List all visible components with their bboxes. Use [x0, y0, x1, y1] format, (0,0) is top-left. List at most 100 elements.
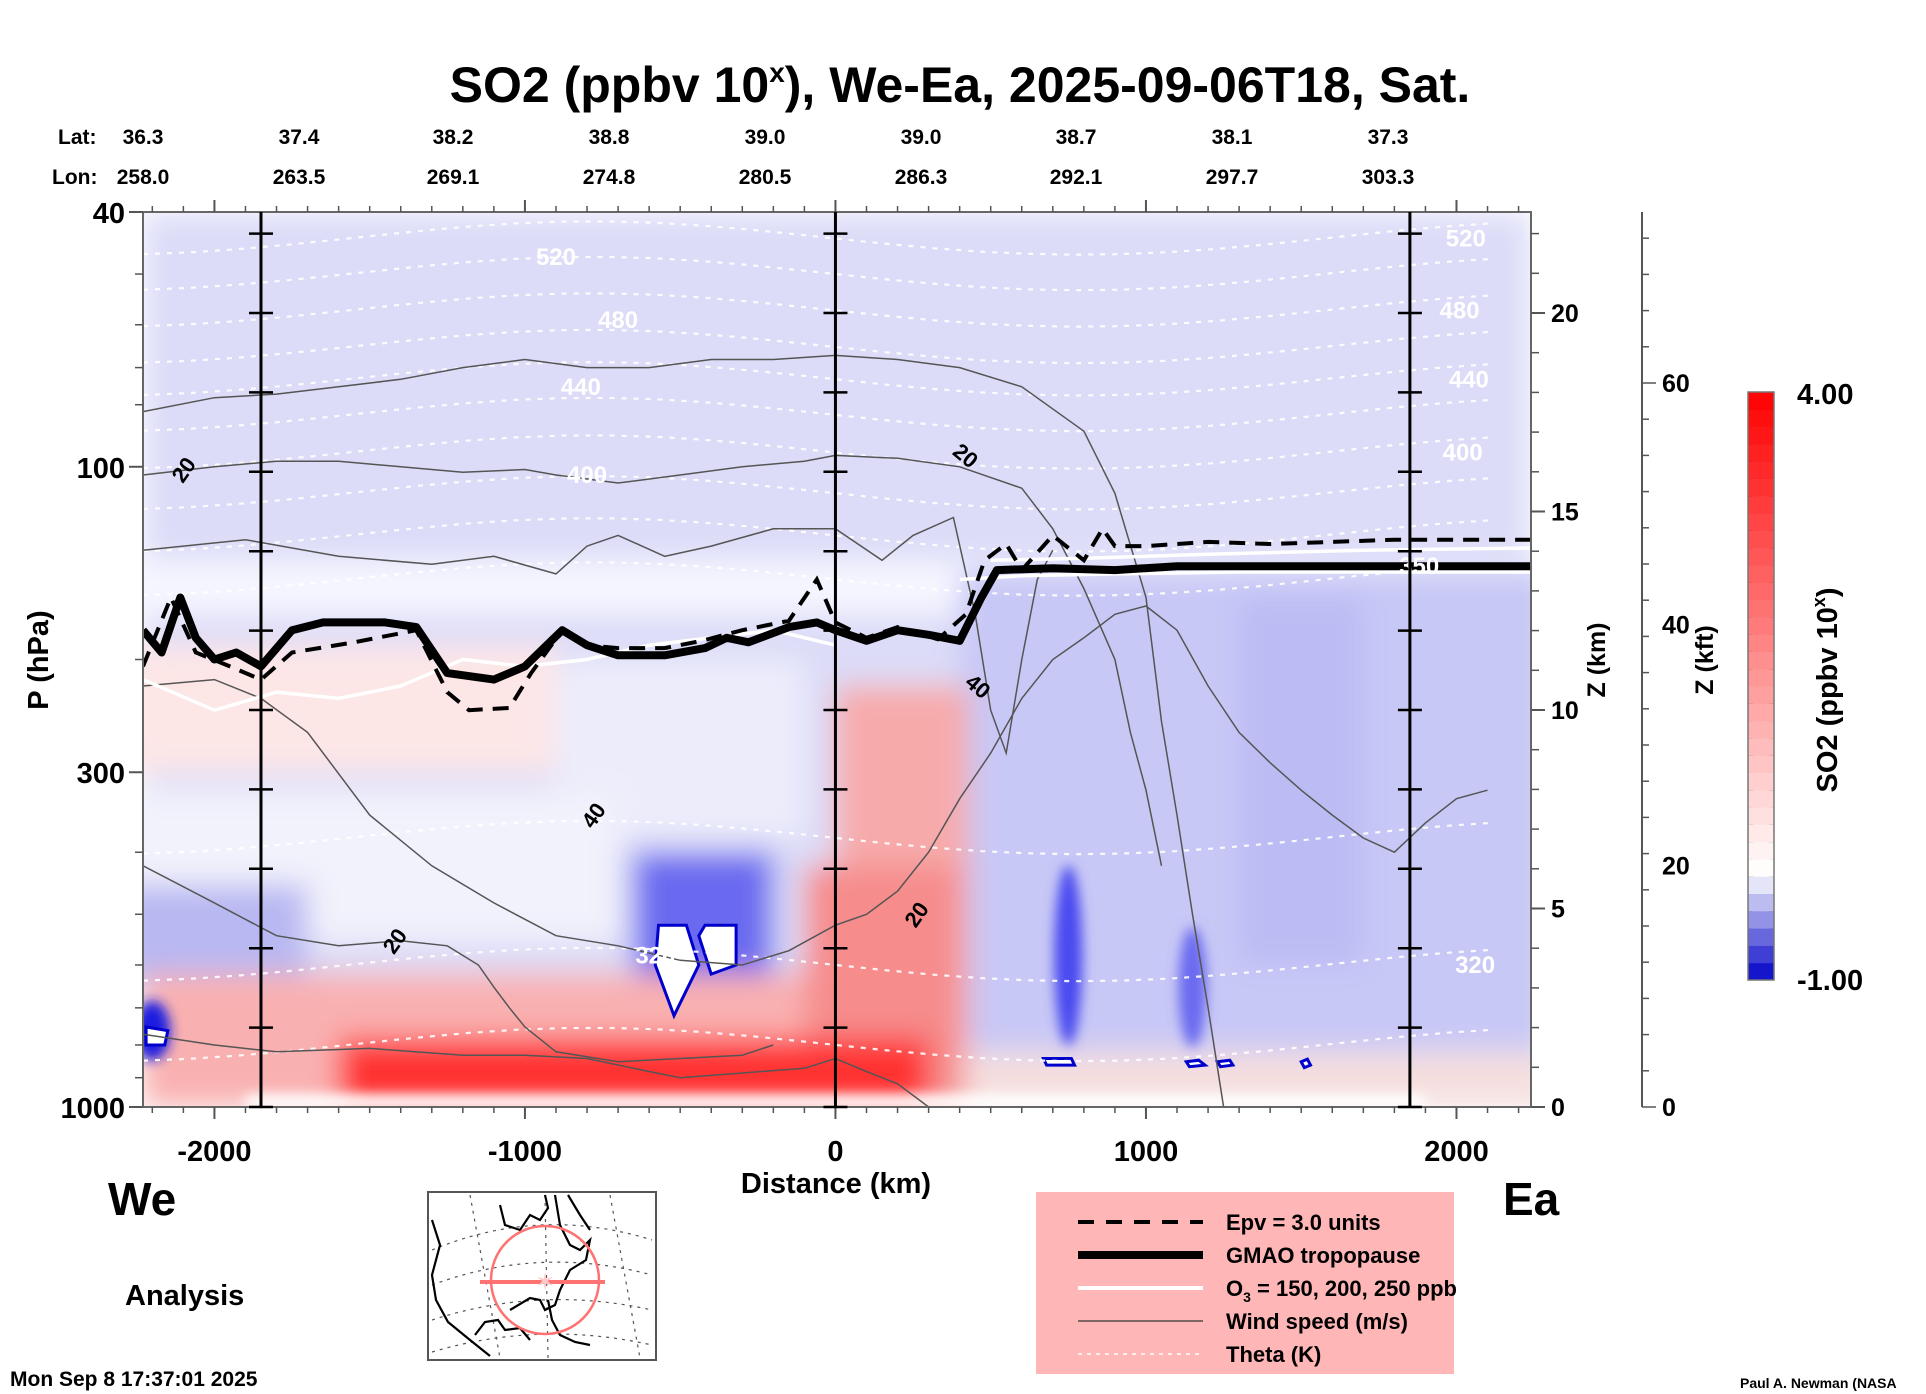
below-range-patch [1183, 1058, 1209, 1069]
colorbar-swatch [1748, 668, 1774, 687]
legend-label: O3 = 150, 200, 250 ppb [1226, 1276, 1457, 1305]
theta-contour [143, 434, 1494, 470]
y-tick-label: 1000 [60, 1093, 125, 1125]
timestamp: Mon Sep 8 17:37:01 2025 [10, 1368, 258, 1391]
theta-contour [143, 220, 1494, 256]
ozone-contour [959, 570, 1531, 582]
legend-box [1036, 1192, 1454, 1374]
chart-title: SO2 (ppbv 10x), We-Ea, 2025-09-06T18, Sa… [450, 57, 1471, 113]
wind-speed-contour [143, 454, 1163, 866]
theta-label: 520 [1446, 226, 1486, 253]
lat-value: 37.3 [1368, 126, 1409, 149]
y-axis-label: P (hPa) [23, 610, 55, 709]
lat-value: 37.4 [279, 126, 320, 149]
wind-speed-contour [143, 516, 1054, 757]
inset-map: ✶ [427, 1191, 657, 1361]
below-range-patch [1214, 1058, 1236, 1069]
lon-value: 274.8 [583, 166, 636, 189]
lon-value: 258.0 [117, 166, 170, 189]
colorbar-swatch [1748, 686, 1774, 704]
lat-value: 38.1 [1212, 126, 1253, 149]
x-tick-label: -1000 [488, 1136, 562, 1168]
below-range-patch [653, 923, 701, 1020]
lon-label: Lon: [52, 166, 97, 189]
colorbar-swatch [1748, 513, 1774, 531]
wind-speed-contour [143, 605, 1488, 966]
z-km-tick-label: 15 [1551, 499, 1579, 527]
theta-label: 480 [598, 307, 638, 334]
colorbar-label: SO2 (ppbv 10x) [1809, 587, 1844, 792]
z-kft-tick-label: 0 [1662, 1094, 1676, 1122]
lat-value: 39.0 [745, 126, 786, 149]
colorbar-swatch [1748, 789, 1774, 808]
theta-contour [143, 517, 1494, 553]
theta-contour [143, 361, 1494, 397]
x-tick-label: 0 [827, 1136, 843, 1168]
y-tick-label: 100 [77, 453, 125, 485]
legend-label: Wind speed (m/s) [1226, 1309, 1408, 1334]
legend: Epv = 3.0 units GMAO tropopause O3 = 150, … [1036, 1192, 1457, 1374]
theta-label: 520 [536, 244, 576, 271]
lat-value: 38.2 [433, 126, 474, 149]
z-km-tick-label: 10 [1551, 697, 1579, 725]
colorbar-min-label: -1.00 [1797, 965, 1863, 997]
credit: Paul A. Newman (NASA [1740, 1375, 1897, 1391]
wind-speed-contour [143, 1033, 930, 1107]
lat-value: 36.3 [123, 126, 164, 149]
theta-contour [143, 946, 1494, 983]
z-km-tick-label: 5 [1551, 896, 1565, 924]
so2-min-plume [1178, 927, 1207, 1048]
theta-contour [143, 292, 1494, 328]
theta-label: 350 [1399, 553, 1439, 580]
lon-value: 297.7 [1206, 166, 1259, 189]
colorbar-swatch [1748, 409, 1774, 428]
colorbar-swatch [1748, 547, 1774, 566]
below-range-patch [1299, 1057, 1313, 1070]
epv-contour [143, 525, 1531, 713]
colorbar-swatch [1748, 703, 1774, 722]
colorbar-swatch [1748, 530, 1774, 549]
lat-value: 38.8 [589, 126, 630, 149]
theta-label: 320 [635, 943, 675, 970]
colorbar-swatch [1748, 564, 1774, 583]
theta-contour [143, 396, 1494, 433]
lat-value: 38.7 [1056, 126, 1097, 149]
colorbar-swatch [1748, 841, 1774, 860]
colorbar-swatch [1748, 634, 1774, 652]
colorbar-swatch [1748, 807, 1774, 825]
theta-contour [143, 328, 1494, 365]
y-tick-label: 300 [77, 758, 125, 790]
legend-label: Epv = 3.0 units [1226, 1210, 1381, 1235]
lat-value: 39.0 [901, 126, 942, 149]
z-km-tick-label: 20 [1551, 300, 1579, 328]
z-km-axis-label: Z (km) [1583, 623, 1611, 698]
colorbar-swatch [1748, 443, 1774, 462]
colorbar-swatch [1748, 755, 1774, 773]
z-kft-axis-label: Z (kft) [1691, 625, 1719, 694]
z-km-tick-label: 0 [1551, 1094, 1565, 1122]
colorbar-swatch [1748, 962, 1774, 981]
lon-value: 269.1 [427, 166, 480, 189]
lon-value: 303.3 [1362, 166, 1415, 189]
colorbar-swatch [1748, 772, 1774, 791]
lon-value: 286.3 [895, 166, 948, 189]
theta-label: 400 [1443, 440, 1483, 467]
wind-speed-contour [143, 865, 774, 1063]
colorbar-swatch [1748, 461, 1774, 479]
z-kft-tick-label: 60 [1662, 370, 1690, 398]
theta-contour [143, 475, 1494, 511]
colorbar [1747, 391, 1775, 981]
lon-value: 280.5 [739, 166, 792, 189]
theta-label: 440 [561, 374, 601, 401]
colorbar-swatch [1748, 858, 1774, 877]
colorbar-max-label: 4.00 [1797, 379, 1853, 411]
coastline [430, 1194, 592, 1357]
theta-label: 400 [567, 462, 607, 489]
theta-contour [143, 1026, 1494, 1063]
analysis-label: Analysis [125, 1280, 244, 1312]
theta-contour [143, 561, 1494, 597]
ozone-contour [990, 546, 1531, 563]
theta-contour [143, 819, 1494, 856]
theta-label: 480 [1440, 297, 1480, 324]
